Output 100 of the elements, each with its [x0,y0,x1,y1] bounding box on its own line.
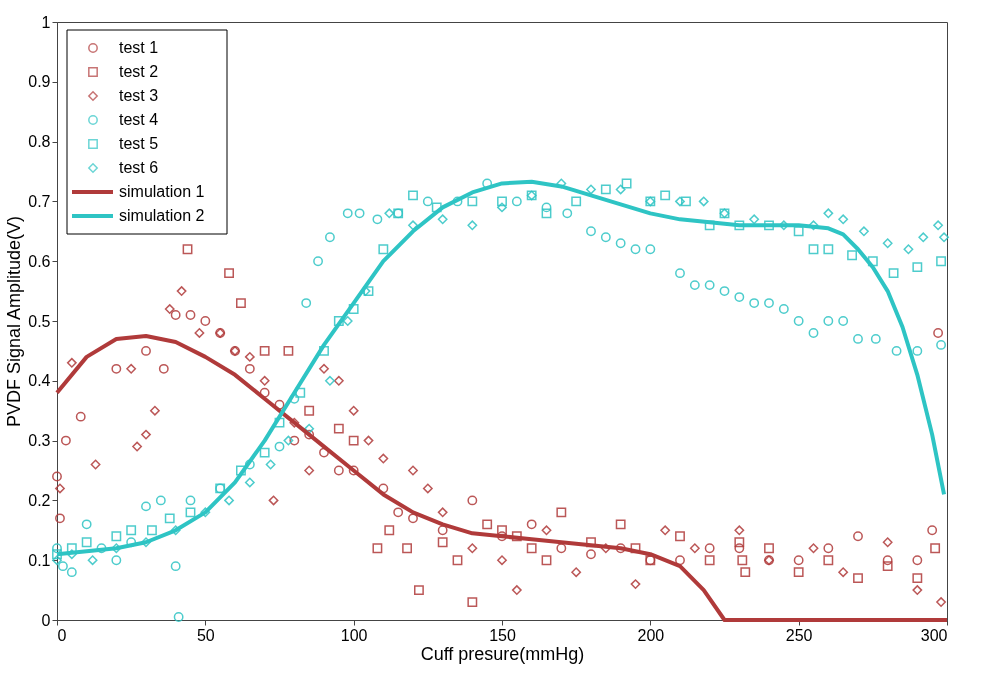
point [903,244,914,255]
point [164,304,175,314]
point [408,190,418,201]
point [939,232,949,243]
point [378,244,389,255]
point [467,495,478,506]
point [740,567,751,578]
point [734,543,745,554]
y-axis-title: PVDF Signal Amplitude(V) [4,215,25,428]
point [847,250,857,261]
point [615,238,626,249]
point [823,316,834,326]
point [737,555,748,566]
point [58,561,68,572]
point [348,435,359,446]
point [81,537,92,548]
point [126,525,137,536]
y-tick-label: 0.4 [28,372,51,390]
line-series [55,333,949,622]
point [422,483,433,494]
point [393,507,404,518]
point [859,226,869,237]
point [164,513,175,524]
point [764,543,774,554]
point [912,573,923,584]
point [333,375,344,386]
y-tick-label: 0.2 [28,491,51,509]
point [200,316,211,326]
point [176,286,187,297]
point [838,567,849,578]
point [244,351,255,362]
x-tick-label: 100 [340,626,368,644]
point [452,555,463,566]
point [853,531,863,542]
point [867,256,878,267]
y-tick-label: 1 [41,13,51,31]
point [372,543,383,554]
point [511,196,522,207]
point [384,208,395,219]
point [259,375,270,386]
point [319,363,329,374]
point [704,220,715,231]
point [526,519,537,530]
point [793,555,804,566]
point [823,555,834,566]
point [295,387,306,398]
legend-label: test 3 [119,87,159,104]
point [244,363,255,374]
point [749,298,760,308]
point [808,328,819,338]
point [936,256,946,267]
point [274,441,285,452]
point [571,196,582,207]
point [823,208,834,219]
legend-label: test 2 [119,63,159,80]
y-tick-label: 0 [41,611,51,629]
y-tick-label: 0.9 [28,73,51,91]
point [482,519,493,530]
point [600,232,611,243]
point [675,555,685,566]
point [630,244,641,255]
point [325,375,335,386]
point [936,340,946,350]
point [660,190,671,201]
point [467,597,478,607]
point [734,525,745,536]
point [927,525,938,536]
point [704,280,715,291]
point [408,465,418,476]
point [675,268,685,279]
point [808,543,819,554]
point [111,555,122,566]
point [891,345,902,356]
y-tick-label: 0.8 [28,133,51,151]
point [526,543,537,554]
point [793,316,804,326]
point [90,459,101,470]
legend-label: test 5 [119,135,159,152]
point [882,238,893,249]
point [304,405,315,416]
point [823,244,834,255]
point [467,543,478,554]
point [689,543,700,554]
point [182,244,193,255]
point [354,208,365,219]
point [194,328,205,338]
point [333,423,344,434]
point [408,513,418,524]
y-tick-label: 0.7 [28,192,51,210]
point [141,429,151,440]
point [384,525,395,536]
point [912,585,923,596]
point [348,405,359,416]
point [75,411,86,422]
legend-label: simulation 1 [119,183,205,200]
x-tick-label: 200 [637,626,665,644]
point [342,208,353,219]
point [497,525,507,536]
point [60,435,71,446]
point [912,555,923,566]
